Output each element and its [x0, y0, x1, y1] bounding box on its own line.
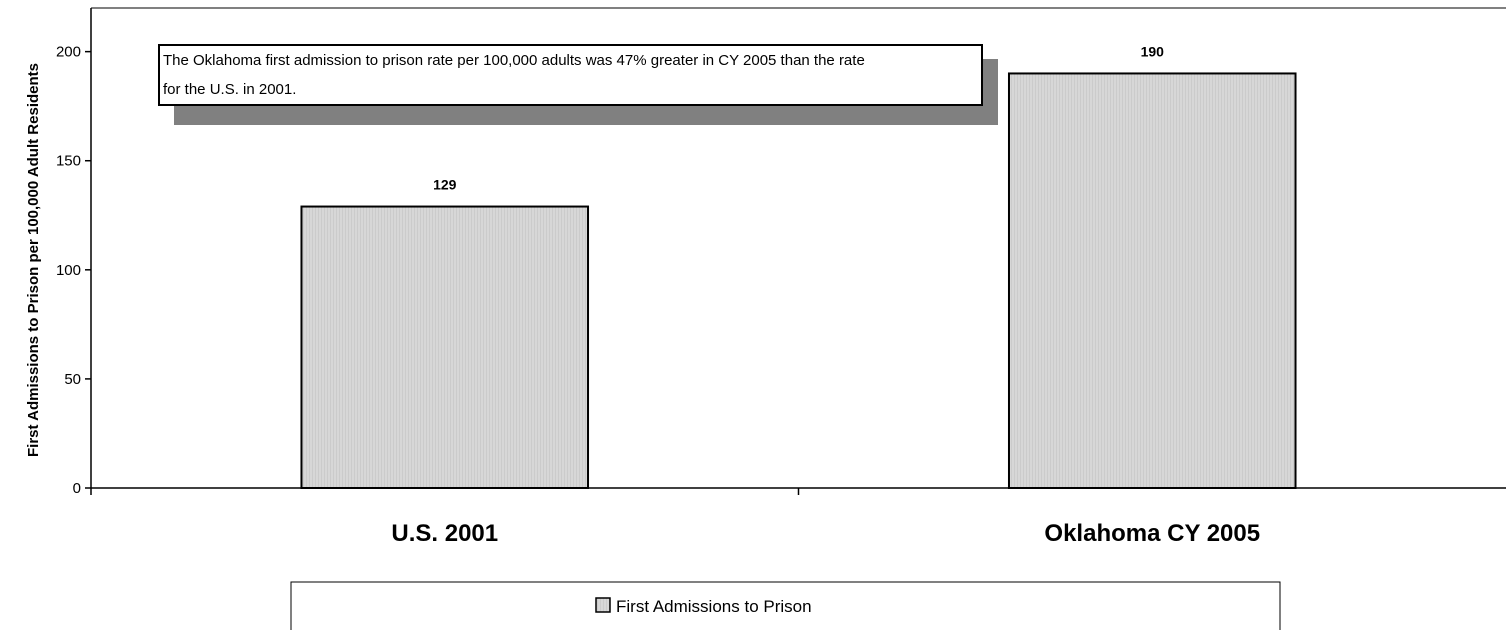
category-labels-group: U.S. 2001 Oklahoma CY 2005: [391, 520, 1260, 547]
y-tick-label-0: 0: [73, 480, 81, 497]
y-tick-label-100: 100: [56, 262, 81, 279]
legend-swatch: [595, 597, 611, 613]
legend: First Admissions to Prison: [290, 581, 1281, 630]
bars-group: [300, 72, 1297, 490]
annotation-line-1: The Oklahoma first admission to prison r…: [163, 52, 865, 69]
annotation-box: The Oklahoma first admission to prison r…: [158, 44, 998, 125]
y-tick-label-200: 200: [56, 44, 81, 61]
legend-frame: [290, 581, 1281, 630]
annotation-line-2: for the U.S. in 2001.: [163, 81, 296, 98]
y-axis-title: First Admissions to Prison per 100,000 A…: [25, 63, 42, 457]
y-tick-label-50: 50: [64, 371, 81, 388]
y-axis: 0 50 100 150 200: [56, 8, 92, 497]
legend-label: First Admissions to Prison: [616, 597, 812, 616]
x-axis: [91, 487, 1506, 495]
category-label-2: Oklahoma CY 2005: [1044, 520, 1260, 547]
bar-1: [300, 205, 590, 490]
data-label-1: 129: [433, 177, 457, 193]
annotation-frame: [158, 44, 983, 106]
category-label-1: U.S. 2001: [391, 520, 498, 547]
y-tick-label-150: 150: [56, 153, 81, 170]
data-label-2: 190: [1141, 43, 1165, 59]
bar-2: [1007, 72, 1297, 489]
data-labels-group: 129 190: [433, 43, 1164, 192]
